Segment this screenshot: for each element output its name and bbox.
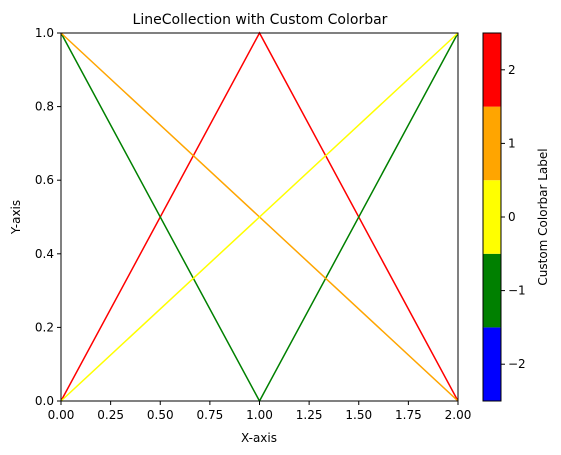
colorbar-bin-2	[483, 253, 501, 328]
chart-title: LineCollection with Custom Colorbar	[133, 12, 388, 28]
colorbar: −2 −1 0 1 2	[482, 32, 526, 402]
x-tick-label: 1.00	[246, 408, 273, 422]
x-axis-label: X-axis	[241, 431, 277, 445]
series-line-4	[60, 32, 459, 402]
y-tick-label: 0.6	[35, 173, 54, 187]
colorbar-label: Custom Colorbar Label	[536, 148, 550, 285]
x-tick-label: 2.00	[445, 408, 472, 422]
colorbar-bin-5	[483, 33, 501, 107]
plot-area	[60, 31, 459, 403]
colorbar-bin-1	[483, 327, 501, 401]
x-tick-label: 1.50	[345, 408, 372, 422]
colorbar-tick-label: 1	[508, 136, 516, 150]
x-tick-label: 0.75	[197, 408, 224, 422]
colorbar-bin-4	[483, 106, 501, 181]
colorbar-tick-label: −2	[508, 357, 526, 371]
y-tick-label: 0.4	[35, 247, 54, 261]
x-tick-label: 0.25	[97, 408, 124, 422]
y-tick-label: 0.2	[35, 320, 54, 334]
y-tick-label: 0.0	[35, 394, 54, 408]
x-tick-label: 1.25	[296, 408, 323, 422]
x-axis: 0.00 0.25 0.50 0.75 1.00 1.25 1.50 1.75 2.00	[48, 401, 472, 422]
y-tick-label: 0.8	[35, 100, 54, 114]
y-tick-label: 1.0	[35, 26, 54, 40]
x-tick-label: 0.50	[147, 408, 174, 422]
colorbar-bin-3	[483, 180, 501, 254]
colorbar-tick-label: 0	[508, 210, 516, 224]
x-tick-label: 1.75	[395, 408, 422, 422]
y-axis: 0.0 0.2 0.4 0.6 0.8 1.0	[35, 26, 61, 408]
x-tick-label: 0.00	[48, 408, 75, 422]
colorbar-tick-label: −1	[508, 284, 526, 298]
y-axis-label: Y-axis	[9, 200, 23, 235]
colorbar-tick-label: 2	[508, 63, 516, 77]
